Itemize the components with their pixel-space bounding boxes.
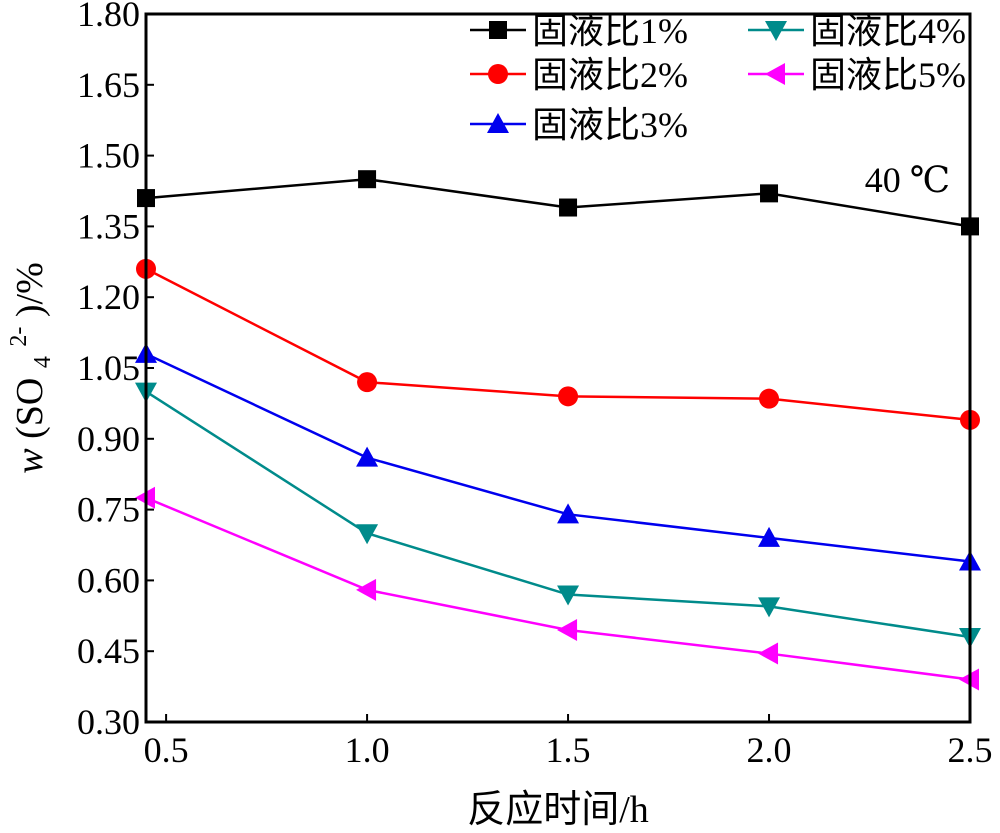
series-2-point-3 bbox=[558, 386, 579, 407]
legend-marker-1 bbox=[489, 21, 507, 39]
series-line-3 bbox=[145, 352, 971, 563]
y-tick-label-8: 1.50 bbox=[77, 136, 140, 176]
y-axis-title: w (SO 4 2- )/% bbox=[0, 262, 59, 473]
y-axis-title-open: (SO bbox=[9, 378, 51, 439]
series-4-point-2 bbox=[356, 524, 379, 545]
series-2-point-4 bbox=[759, 388, 780, 409]
temperature-annotation: 40 ℃ bbox=[865, 160, 950, 200]
series-3-point-2 bbox=[356, 446, 379, 467]
series-4-point-4 bbox=[758, 597, 781, 618]
series-5-point-3 bbox=[557, 618, 578, 641]
x-tick-label-3: 2.0 bbox=[747, 730, 792, 770]
legend-marker-2 bbox=[488, 64, 508, 84]
x-tick-label-4: 2.5 bbox=[948, 730, 993, 770]
series-4-point-3 bbox=[557, 585, 580, 606]
y-axis-title-superscript: 2- bbox=[6, 327, 32, 347]
y-axis-ticks: 0.30 0.45 0.60 0.75 0.90 1.05 1.20 1.35 1.50 1.65… bbox=[77, 0, 154, 742]
series-5-point-2 bbox=[356, 578, 377, 601]
series-3-point-3 bbox=[557, 503, 580, 524]
y-tick-label-2: 0.60 bbox=[77, 560, 140, 600]
series-line-1 bbox=[145, 177, 971, 228]
series-1-point-3 bbox=[559, 198, 578, 217]
y-axis-title-close: )/% bbox=[9, 262, 51, 317]
y-axis-title-prefix: w bbox=[9, 448, 51, 474]
series-3-point-4 bbox=[758, 526, 781, 547]
x-tick-label-0: 0.5 bbox=[144, 730, 189, 770]
legend-marker-3 bbox=[487, 113, 509, 133]
series-2-point-2 bbox=[357, 372, 378, 393]
y-tick-label-4: 0.90 bbox=[77, 419, 140, 459]
legend-label-1: 固液比1% bbox=[532, 11, 688, 51]
legend-label-5: 固液比5% bbox=[810, 55, 966, 95]
legend-label-2: 固液比2% bbox=[532, 55, 688, 95]
y-tick-label-7: 1.35 bbox=[77, 206, 140, 246]
series-line-5 bbox=[145, 496, 971, 681]
x-tick-label-2: 1.5 bbox=[546, 730, 591, 770]
legend-label-4: 固液比4% bbox=[810, 11, 966, 51]
legend-marker-4 bbox=[765, 21, 787, 41]
y-axis-title-subscript: 4 bbox=[30, 356, 56, 368]
y-tick-label-6: 1.20 bbox=[77, 277, 140, 317]
chart-legend: 固液比1%固液比2% 固液比3% 固液比4%固液比5% bbox=[470, 11, 966, 145]
series-layer bbox=[135, 170, 981, 691]
series-5-point-4 bbox=[758, 642, 779, 665]
x-axis-title: 反应时间/h bbox=[467, 789, 649, 831]
series-line-2 bbox=[145, 267, 971, 422]
x-axis-ticks: 0.5 1.0 1.5 2.0 2.5 bbox=[144, 714, 993, 770]
legend-marker-5 bbox=[765, 63, 785, 85]
series-line-4 bbox=[145, 390, 971, 639]
y-tick-label-10: 1.80 bbox=[77, 0, 140, 34]
y-tick-label-9: 1.65 bbox=[77, 65, 140, 105]
legend-label-3: 固液比3% bbox=[532, 105, 688, 145]
y-tick-label-5: 1.05 bbox=[77, 348, 140, 388]
series-1-point-4 bbox=[760, 184, 779, 203]
y-tick-label-3: 0.75 bbox=[77, 490, 140, 530]
y-tick-label-1: 0.45 bbox=[77, 631, 140, 671]
y-tick-label-0: 0.30 bbox=[77, 702, 140, 742]
series-1-point-2 bbox=[358, 170, 377, 189]
x-tick-label-1: 1.0 bbox=[345, 730, 390, 770]
